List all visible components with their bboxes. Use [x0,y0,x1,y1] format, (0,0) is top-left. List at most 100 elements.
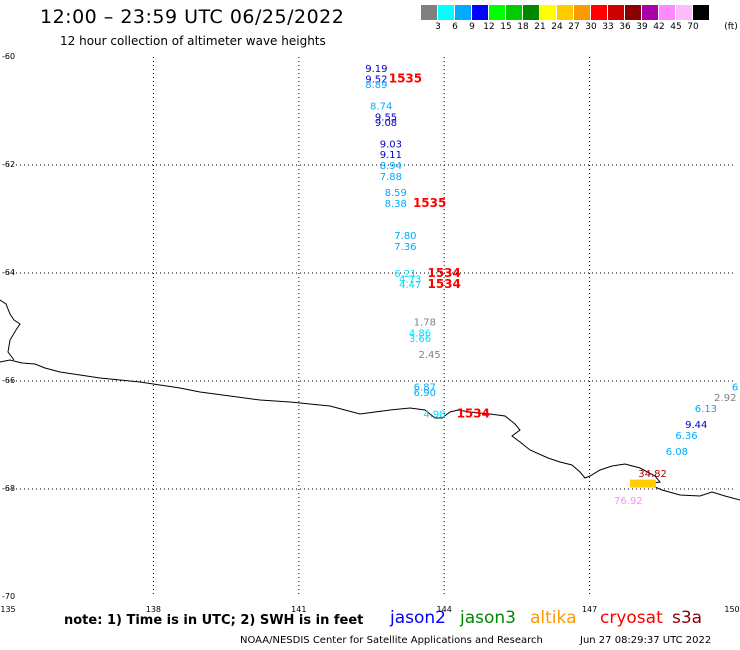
longitude-label: 144 [436,605,452,614]
wave-height-label: 7.80 [394,231,416,242]
wave-height-label: 4.47 [399,280,421,291]
wave-height-label: 6.36 [675,431,697,442]
wave-height-label: 8.59 [385,188,407,199]
page-title: 12:00 – 23:59 UTC 06/25/2022 [40,6,345,28]
footer-note: note: 1) Time is in UTC; 2) SWH is in fe… [64,613,364,628]
latitude-label: -64 [2,268,16,277]
colorbar-label: 12 [483,22,495,32]
wave-height-label: 6 [732,382,738,393]
colorbar-swatch [455,5,472,20]
wave-height-label: 7.88 [380,172,402,183]
colorbar-swatch [489,5,506,20]
wave-height-label: 8.89 [365,80,387,91]
antarctic-coastline [0,359,740,501]
latitude-label: -60 [2,52,16,61]
wave-height-label: 9.08 [375,118,397,129]
track-label: 1534 [427,277,460,291]
colorbar-swatch [659,5,676,20]
colorbar-label: 33 [602,22,614,32]
wave-height-label: 4.86 [409,328,431,339]
longitude-label: 147 [581,605,598,614]
colorbar-swatch [557,5,574,20]
credit-text: NOAA/NESDIS Center for Satellite Applica… [240,635,543,646]
colorbar-labels: 3 6 9 12 15 18 21 24 27 30 33 36 39 42 45 70 (ft) [421,22,740,34]
colorbar-label: 45 [670,22,682,32]
mission-altika: altika [530,608,577,628]
colorbar-label: 30 [585,22,597,32]
wave-height-label: 1.78 [414,318,436,329]
colorbar-label: 27 [568,22,580,32]
wave-height-label: 6.08 [666,447,688,458]
antarctic-coastline-west [0,299,21,361]
colorbar-label: 15 [500,22,512,32]
colorbar-label: 6 [452,22,458,32]
track-label: 1535 [413,196,446,210]
colorbar-swatch [642,5,659,20]
wave-height-label: 8.38 [385,199,407,210]
colorbar-swatch [540,5,557,20]
colorbar-swatch [591,5,608,20]
colorbar-swatch [506,5,523,20]
latitude-label: -66 [2,376,16,385]
colorbar-swatch [421,5,438,20]
wave-height-label: 9.44 [685,420,707,431]
colorbar-swatch [693,5,710,20]
colorbar-label: 18 [517,22,529,32]
latitude-label: -70 [2,592,16,601]
mission-jason3: jason3 [460,608,516,628]
colorbar-swatch [574,5,591,20]
wave-height-label: 76.92 [614,496,643,507]
track-label: 1534 [427,266,460,280]
timestamp: Jun 27 08:29:37 UTC 2022 [580,635,712,646]
colorbar-swatch [676,5,693,20]
obscured-observation [630,479,657,488]
colorbar-label: 36 [619,22,631,32]
wave-height-label: 4.73 [399,274,421,285]
wave-height-label: 34.82 [638,469,667,480]
wave-height-label: 9.19 [365,64,387,75]
colorbar [421,5,710,20]
wave-height-label: 4.98 [423,409,445,420]
colorbar-label: 21 [534,22,546,32]
colorbar-label: 42 [653,22,665,32]
wave-height-label: 3.66 [409,334,431,345]
wave-height-label: 9.52 [365,75,387,86]
colorbar-swatch [472,5,489,20]
wave-height-label: 7.36 [394,242,416,253]
longitude-label: 150 [724,605,740,614]
longitude-label: 138 [145,605,162,614]
wave-height-label: 6.13 [695,404,717,415]
wave-height-label: 8.94 [380,161,402,172]
wave-height-label: 9.55 [375,112,397,123]
colorbar-label: 3 [435,22,441,32]
mission-s3a: s3a [672,608,703,628]
wave-height-label: 2.92 [714,393,736,404]
colorbar-label: 24 [551,22,563,32]
colorbar-swatch [625,5,642,20]
mission-jason2: jason2 [390,608,446,628]
colorbar-label: 39 [636,22,648,32]
graticule [8,57,735,597]
colorbar-unit: (ft) [724,22,738,32]
latitude-label: -62 [2,160,16,169]
wave-height-label: 6.87 [414,382,436,393]
colorbar-swatch [438,5,455,20]
colorbar-label: 9 [469,22,475,32]
wave-height-label: 6.90 [414,388,436,399]
wave-height-label: 9.03 [380,139,402,150]
longitude-label: 135 [0,605,16,614]
wave-height-label: 6.21 [394,269,416,280]
colorbar-label: 70 [687,22,699,32]
track-label: 1534 [457,406,490,420]
wave-height-label: 8.74 [370,102,392,113]
colorbar-swatch [523,5,540,20]
longitude-label: 141 [291,605,307,614]
observations-layer: 9.199.528.89 8.749.559.08 9.039.118.947.88… [365,64,738,507]
mission-cryosat: cryosat [600,608,663,628]
page-subtitle: 12 hour collection of altimeter wave hei… [60,34,326,48]
wave-height-label: 2.45 [419,350,441,361]
track-label: 1535 [389,72,422,86]
latitude-label: -68 [2,484,16,493]
wave-height-label: 9.11 [380,150,402,161]
